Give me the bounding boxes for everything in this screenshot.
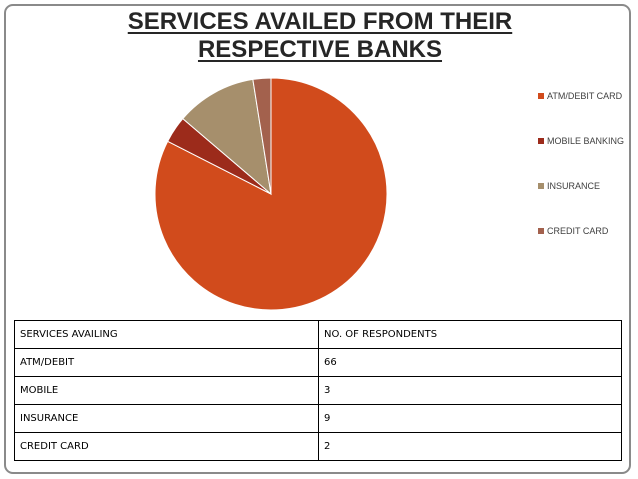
table-cell-service: INSURANCE: [14, 404, 319, 433]
legend-label: CREDIT CARD: [547, 226, 609, 236]
table-cell-service: CREDIT CARD: [14, 432, 319, 461]
legend-item: CREDIT CARD: [538, 226, 624, 236]
legend-label: ATM/DEBIT CARD: [547, 91, 623, 101]
table-row: ATM/DEBIT 66: [14, 348, 622, 377]
pie-slice-credit-card: [252, 77, 272, 195]
pie-slice-atm-debit-card: [154, 77, 388, 311]
header-cell-respondents: NO. OF RESPONDENTS: [318, 320, 622, 349]
legend-swatch: [538, 183, 544, 189]
table-cell-service: ATM/DEBIT: [14, 348, 319, 377]
chart-title-line-1: SERVICES AVAILED FROM THEIR: [127, 8, 513, 35]
chart-title-line-2: RESPECTIVE BANKS: [197, 36, 443, 63]
chart-legend: ATM/DEBIT CARD MOBILE BANKING INSURANCE CRE…: [538, 91, 624, 271]
legend-item: MOBILE BANKING: [538, 136, 624, 146]
table-cell-service: MOBILE: [14, 376, 319, 405]
legend-swatch: [538, 93, 544, 99]
header-cell-service: SERVICES AVAILING: [14, 320, 319, 349]
legend-swatch: [538, 228, 544, 234]
chart-title: SERVICES AVAILED FROM THEIR RESPECTIVE B…: [50, 8, 590, 64]
legend-swatch: [538, 138, 544, 144]
slide-frame: [4, 4, 631, 474]
table-cell-count: 66: [318, 348, 622, 377]
legend-label: MOBILE BANKING: [547, 136, 625, 146]
table-cell-count: 3: [318, 376, 622, 405]
respondents-table: SERVICES AVAILING NO. OF RESPONDENTS ATM…: [14, 320, 622, 461]
legend-label: INSURANCE: [547, 181, 601, 191]
table-row: CREDIT CARD 2: [14, 432, 622, 461]
pie-slices: [154, 77, 388, 311]
table-body: SERVICES AVAILING NO. OF RESPONDENTS ATM…: [14, 320, 622, 461]
table-header-row: SERVICES AVAILING NO. OF RESPONDENTS: [14, 320, 622, 349]
table-row: MOBILE 3: [14, 376, 622, 405]
pie-slice-insurance: [182, 78, 272, 196]
table-row: INSURANCE 9: [14, 404, 622, 433]
legend-item: INSURANCE: [538, 181, 624, 191]
table-cell-count: 9: [318, 404, 622, 433]
legend-item: ATM/DEBIT CARD: [538, 91, 624, 101]
table-cell-count: 2: [318, 432, 622, 461]
